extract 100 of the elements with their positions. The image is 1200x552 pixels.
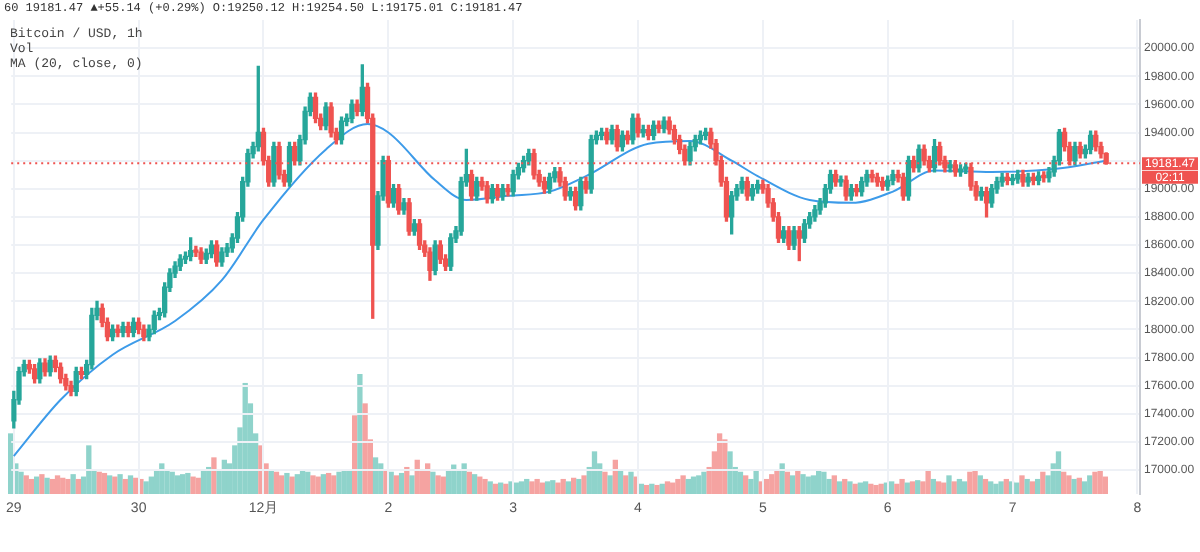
bar [28, 478, 35, 494]
bar [185, 472, 191, 494]
bar [915, 480, 921, 494]
bar [1066, 475, 1072, 494]
bar [497, 482, 504, 494]
bar [1014, 482, 1020, 494]
bar [904, 482, 910, 494]
bar [972, 469, 978, 494]
bar [524, 478, 530, 494]
bar [39, 474, 45, 494]
bar [560, 478, 566, 494]
bar [878, 483, 884, 494]
bar [581, 475, 587, 494]
bar [763, 478, 770, 494]
bar [1003, 478, 1009, 494]
bar [826, 478, 832, 494]
bar [956, 478, 963, 494]
bar [591, 451, 598, 494]
bar [133, 477, 139, 494]
bar [492, 483, 499, 494]
bar [86, 445, 92, 494]
bar [211, 457, 217, 494]
bar [821, 471, 827, 494]
bar [1019, 475, 1025, 494]
bar [753, 469, 759, 494]
bar [503, 483, 509, 494]
bar [831, 475, 837, 494]
bar [784, 471, 791, 494]
bar [649, 483, 655, 494]
bar [143, 481, 149, 494]
bar [127, 475, 134, 494]
bar [998, 481, 1004, 494]
bar [117, 474, 123, 494]
bar [487, 481, 493, 494]
bar [888, 481, 895, 494]
bar [946, 475, 952, 494]
bar [930, 478, 937, 494]
bar [190, 476, 196, 494]
bar [529, 481, 535, 494]
bar [107, 475, 113, 494]
bar [279, 475, 285, 494]
bar [982, 478, 989, 494]
bar [643, 484, 650, 494]
bar [862, 481, 869, 494]
bar [148, 476, 155, 494]
bar [1087, 475, 1093, 494]
bar [1071, 478, 1077, 494]
bar [482, 478, 488, 494]
bar [675, 478, 681, 494]
bar [555, 482, 561, 494]
bar [23, 475, 29, 494]
bar [539, 482, 546, 494]
bar [466, 471, 473, 494]
bar [1102, 476, 1108, 494]
bar [435, 475, 441, 494]
bar [315, 476, 321, 494]
bar [34, 476, 40, 494]
bar [101, 472, 108, 494]
bar [894, 483, 900, 494]
bar [8, 433, 14, 494]
bar [654, 484, 660, 494]
bar [289, 476, 295, 494]
bar [988, 481, 994, 494]
bar [65, 478, 71, 494]
bar [607, 475, 613, 494]
bar [1092, 471, 1098, 494]
bar [623, 475, 629, 494]
bar [899, 478, 905, 494]
bar [294, 474, 300, 494]
bar [49, 478, 55, 494]
bar [310, 475, 316, 494]
bar [1040, 471, 1046, 494]
bar [565, 481, 572, 494]
bar [935, 481, 942, 494]
bar [852, 483, 858, 494]
bar [602, 471, 608, 494]
bar [748, 478, 754, 494]
bar [513, 482, 519, 494]
bar [941, 482, 947, 494]
bar [737, 471, 744, 494]
bar [769, 474, 775, 494]
bar [967, 471, 973, 494]
bar [1055, 451, 1062, 494]
bar [800, 474, 806, 494]
bar [659, 483, 665, 494]
bar [96, 471, 102, 494]
bar [398, 472, 405, 494]
bar [836, 481, 843, 494]
bar [1034, 478, 1041, 494]
bar [440, 476, 446, 494]
bar [372, 457, 379, 494]
bar [75, 478, 82, 494]
bar [868, 483, 874, 494]
bar [951, 481, 957, 494]
bar [842, 478, 848, 494]
bar [550, 480, 556, 494]
bar [112, 476, 118, 494]
bar [680, 475, 686, 494]
bar [44, 477, 50, 494]
bar [284, 472, 290, 494]
